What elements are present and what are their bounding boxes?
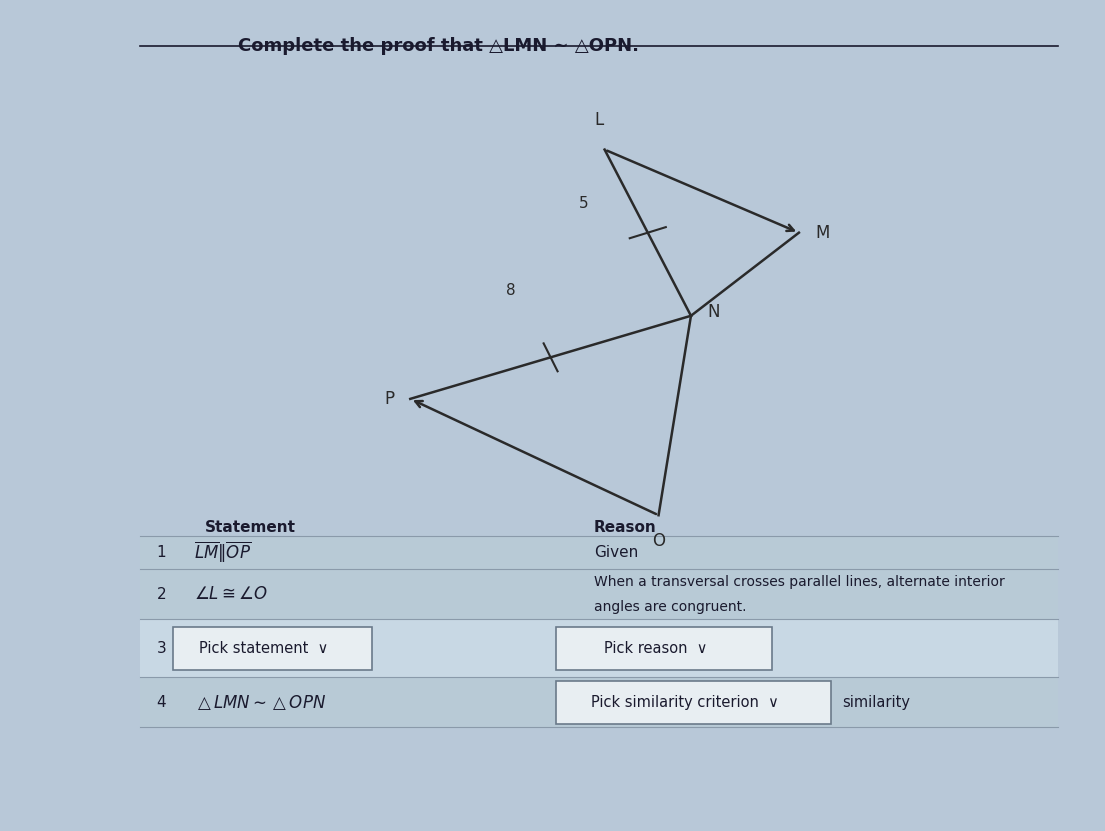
- Text: 1: 1: [157, 545, 166, 560]
- Text: 8: 8: [506, 283, 516, 298]
- Text: When a transversal crosses parallel lines, alternate interior: When a transversal crosses parallel line…: [593, 575, 1004, 588]
- Text: N: N: [707, 302, 719, 321]
- Text: $\overline{LM} \| \overline{OP}$: $\overline{LM} \| \overline{OP}$: [194, 540, 251, 565]
- FancyBboxPatch shape: [556, 681, 831, 724]
- Text: Statement: Statement: [206, 520, 296, 535]
- Text: 4: 4: [157, 695, 166, 710]
- Text: 5: 5: [579, 196, 588, 211]
- Text: Complete the proof that △LMN ∼ △OPN.: Complete the proof that △LMN ∼ △OPN.: [238, 37, 639, 56]
- FancyBboxPatch shape: [172, 627, 372, 670]
- Text: Pick statement  ∨: Pick statement ∨: [199, 641, 328, 656]
- Text: P: P: [383, 390, 394, 408]
- Text: Reason: Reason: [593, 520, 656, 535]
- FancyBboxPatch shape: [140, 536, 1057, 569]
- Text: M: M: [815, 224, 830, 242]
- Text: $\triangle LMN \sim \triangle OPN$: $\triangle LMN \sim \triangle OPN$: [194, 693, 326, 711]
- Text: Given: Given: [593, 545, 638, 560]
- Text: 2: 2: [157, 587, 166, 602]
- Text: similarity: similarity: [842, 695, 911, 710]
- FancyBboxPatch shape: [140, 677, 1057, 727]
- Text: L: L: [594, 111, 603, 129]
- Text: Pick reason  ∨: Pick reason ∨: [603, 641, 707, 656]
- FancyBboxPatch shape: [140, 619, 1057, 677]
- Text: Pick similarity criterion  ∨: Pick similarity criterion ∨: [591, 695, 779, 710]
- Text: 3: 3: [157, 641, 166, 656]
- Text: $\angle L \cong \angle O$: $\angle L \cong \angle O$: [194, 585, 269, 603]
- Text: angles are congruent.: angles are congruent.: [593, 600, 746, 613]
- Text: O: O: [652, 532, 665, 550]
- FancyBboxPatch shape: [140, 569, 1057, 619]
- FancyBboxPatch shape: [556, 627, 772, 670]
